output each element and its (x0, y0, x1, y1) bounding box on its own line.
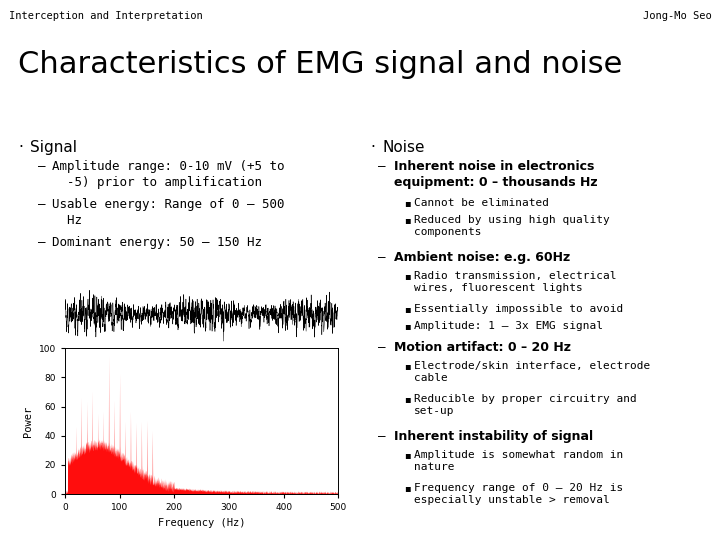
Text: Essentially impossible to avoid: Essentially impossible to avoid (414, 304, 624, 314)
Text: Frequency range of 0 – 20 Hz is
especially unstable > removal: Frequency range of 0 – 20 Hz is especial… (414, 483, 624, 505)
Text: –: – (378, 160, 385, 173)
Text: –: – (38, 236, 45, 249)
Text: ▪: ▪ (404, 215, 410, 225)
Text: ·: · (18, 140, 23, 155)
Text: Reducible by proper circuitry and
set-up: Reducible by proper circuitry and set-up (414, 394, 636, 416)
Text: ▪: ▪ (404, 361, 410, 371)
Text: –: – (378, 251, 385, 264)
Text: ▪: ▪ (404, 394, 410, 404)
Text: Noise: Noise (382, 140, 425, 155)
Text: ▪: ▪ (404, 450, 410, 460)
Text: Reduced by using high quality
components: Reduced by using high quality components (414, 215, 610, 237)
Text: Inherent noise in electronics
equipment: 0 – thousands Hz: Inherent noise in electronics equipment:… (394, 160, 598, 189)
Text: ▪: ▪ (404, 483, 410, 493)
Text: Ambient noise: e.g. 60Hz: Ambient noise: e.g. 60Hz (394, 251, 570, 264)
Text: –: – (38, 198, 45, 211)
Text: ▪: ▪ (404, 304, 410, 314)
Text: Signal: Signal (30, 140, 77, 155)
Text: Amplitude: 1 – 3x EMG signal: Amplitude: 1 – 3x EMG signal (414, 321, 603, 331)
Text: Interception and Interpretation: Interception and Interpretation (9, 11, 202, 22)
Text: Motion artifact: 0 – 20 Hz: Motion artifact: 0 – 20 Hz (394, 341, 571, 354)
Text: Usable energy: Range of 0 – 500
  Hz: Usable energy: Range of 0 – 500 Hz (52, 198, 284, 227)
Text: ▪: ▪ (404, 198, 410, 208)
Text: Cannot be eliminated: Cannot be eliminated (414, 198, 549, 208)
Text: Dominant energy: 50 – 150 Hz: Dominant energy: 50 – 150 Hz (52, 236, 262, 249)
X-axis label: Frequency (Hz): Frequency (Hz) (158, 518, 246, 528)
Text: –: – (378, 430, 385, 443)
Text: ·: · (370, 140, 375, 155)
Text: Inherent instability of signal: Inherent instability of signal (394, 430, 593, 443)
Text: ▪: ▪ (404, 321, 410, 331)
Text: Radio transmission, electrical
wires, fluorescent lights: Radio transmission, electrical wires, fl… (414, 271, 616, 293)
Text: Electrode/skin interface, electrode
cable: Electrode/skin interface, electrode cabl… (414, 361, 650, 383)
Text: Amplitude range: 0-10 mV (+5 to
  -5) prior to amplification: Amplitude range: 0-10 mV (+5 to -5) prio… (52, 160, 284, 190)
Text: –: – (378, 341, 385, 354)
Text: Jong-Mo Seo: Jong-Mo Seo (643, 11, 711, 22)
Text: ▪: ▪ (404, 271, 410, 281)
Text: –: – (38, 160, 45, 173)
Text: Characteristics of EMG signal and noise: Characteristics of EMG signal and noise (18, 50, 622, 79)
Y-axis label: Power: Power (23, 406, 33, 437)
Text: Amplitude is somewhat random in
nature: Amplitude is somewhat random in nature (414, 450, 624, 472)
